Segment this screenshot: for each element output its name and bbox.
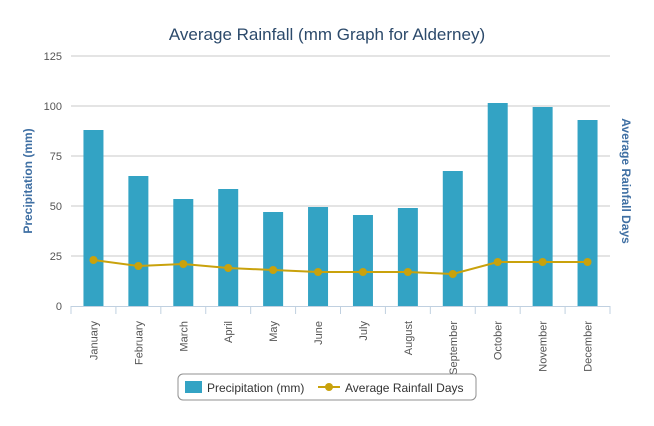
point-june[interactable] (314, 268, 323, 276)
legend-bar-swatch (185, 381, 202, 393)
x-tick-label: October (493, 321, 505, 360)
rainfall-days-line (89, 256, 592, 278)
y-tick-label: 100 (44, 101, 62, 113)
rainfall-days-line-path (93, 259, 588, 276)
x-tick-label: November (538, 321, 550, 372)
bar-october[interactable] (487, 103, 508, 306)
y-axis-ticks: 0 25 50 75 100 125 (44, 51, 62, 313)
bar-january[interactable] (83, 130, 104, 306)
legend-item-precipitation[interactable]: Precipitation (mm) (207, 381, 304, 395)
x-tick-label: August (403, 321, 415, 355)
bar-november[interactable] (532, 107, 553, 306)
point-may[interactable] (269, 266, 278, 274)
x-tick-label: April (223, 321, 235, 343)
y-axis-title: Precipitation (mm) (21, 128, 35, 233)
point-april[interactable] (224, 264, 233, 272)
x-tick-label: December (583, 321, 595, 372)
bar-june[interactable] (308, 207, 329, 306)
gridlines (71, 55, 610, 257)
y-tick-label: 0 (56, 301, 62, 313)
y-tick-label: 125 (44, 51, 62, 63)
point-november[interactable] (538, 258, 547, 266)
x-tick-label: June (313, 321, 325, 345)
bar-july[interactable] (352, 215, 373, 306)
bar-september[interactable] (442, 171, 463, 306)
bar-april[interactable] (218, 189, 239, 306)
x-tick-label: May (268, 321, 280, 342)
bar-february[interactable] (128, 176, 149, 306)
x-tick-label: March (178, 321, 190, 352)
x-tick-label: July (358, 321, 370, 341)
x-tick-label: February (133, 321, 145, 366)
legend[interactable]: Precipitation (mm) Average Rainfall Days (177, 373, 477, 401)
point-december[interactable] (583, 258, 592, 266)
point-september[interactable] (448, 270, 457, 278)
bar-march[interactable] (173, 199, 194, 306)
point-february[interactable] (134, 262, 143, 270)
y-tick-label: 50 (50, 201, 62, 213)
x-axis: January February March April May June July Augu… (70, 306, 611, 375)
point-july[interactable] (358, 268, 367, 276)
legend-item-rainfall-days[interactable]: Average Rainfall Days (345, 381, 464, 395)
y-tick-label: 75 (50, 151, 62, 163)
precipitation-bars (83, 103, 598, 306)
chart-title: Average Rainfall (mm Graph for Alderney) (169, 25, 485, 44)
x-tick-label: September (448, 321, 460, 375)
legend-line-marker (325, 383, 333, 391)
point-march[interactable] (179, 260, 188, 268)
point-october[interactable] (493, 258, 502, 266)
point-january[interactable] (89, 256, 98, 264)
bar-may[interactable] (263, 212, 284, 306)
bar-august[interactable] (397, 208, 418, 306)
y-tick-label: 25 (50, 251, 62, 263)
point-august[interactable] (403, 268, 412, 276)
y2-axis-title: Average Rainfall Days (619, 118, 633, 244)
x-tick-label: January (88, 321, 100, 361)
bar-december[interactable] (577, 120, 598, 306)
